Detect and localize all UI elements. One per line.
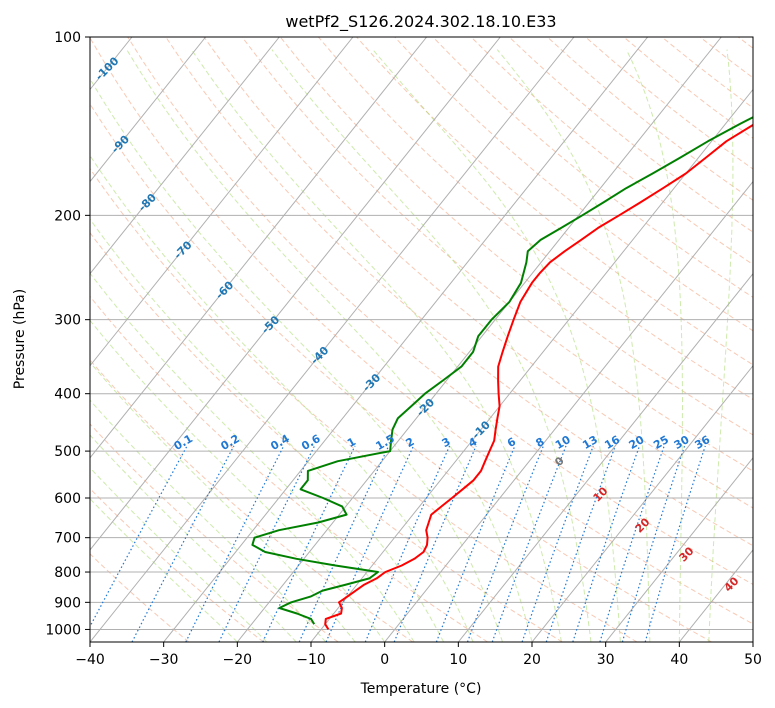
x-tick-label: −20	[223, 652, 253, 668]
dry-adiabat-line	[356, 37, 753, 366]
y-axis: 100 200 300 400 500 600 700 800 900 1000	[45, 30, 90, 638]
isotherm-line	[90, 37, 501, 551]
moist-adiabat-line	[271, 49, 592, 642]
isotherm-line	[457, 272, 753, 642]
x-tick-label: 20	[523, 652, 541, 668]
chart-title: wetPf2_S126.2024.302.18.10.E33	[285, 12, 556, 32]
isotherm-line	[90, 37, 280, 275]
moist-adiabat-line	[496, 49, 651, 642]
isotherm-line	[163, 37, 649, 642]
moist-adiabat-line	[625, 49, 683, 642]
isotherm-line	[605, 457, 753, 642]
y-tick-label: 700	[54, 531, 81, 547]
mixing-ratio-line	[466, 445, 544, 642]
dry-adiabat-line	[90, 423, 339, 642]
y-tick-label: 300	[54, 313, 81, 329]
moist-adiabat-line	[372, 49, 621, 642]
mixing-ratio-line	[621, 445, 686, 642]
moist-adiabat-line	[126, 49, 533, 642]
x-tick-label: 10	[449, 652, 467, 668]
mixing-ratio-line	[545, 445, 616, 642]
mixing-ratio-line	[325, 445, 414, 642]
mixing-ratio-line	[218, 445, 316, 642]
mixing-ratio-line	[521, 445, 594, 642]
mixing-ratio-line	[185, 445, 285, 642]
dry-adiabat-line	[432, 37, 753, 298]
mixing-ratio-line	[364, 445, 451, 642]
moist-adiabat-line	[90, 498, 238, 642]
x-axis: −40 −30 −20 −10 0 10 20 30 40 50	[75, 642, 762, 668]
dry-adiabat-line	[90, 37, 753, 625]
dry-adiabat-line	[90, 295, 488, 642]
moist-adiabat-line	[90, 434, 297, 642]
x-tick-label: 30	[597, 652, 615, 668]
y-tick-label: 600	[54, 491, 81, 507]
y-axis-label: Pressure (hPa)	[12, 289, 28, 389]
isotherm-line	[90, 37, 354, 367]
temperature-profile-line	[324, 123, 753, 630]
mixing-ratio-line	[572, 445, 641, 642]
x-axis-label: Temperature (°C)	[360, 681, 482, 697]
moist-adiabat-line	[90, 399, 327, 642]
moist-adiabat-line	[90, 467, 268, 642]
x-tick-label: −10	[296, 652, 326, 668]
plot-area	[90, 37, 753, 642]
dry-adiabat-line	[241, 37, 753, 472]
moist-adiabat-line	[90, 272, 415, 642]
isotherm-line	[236, 37, 722, 642]
dry-adiabat-line	[394, 37, 753, 332]
y-tick-label: 1000	[45, 622, 81, 638]
moist-adiabat-line	[90, 319, 386, 642]
y-tick-label: 900	[54, 595, 81, 611]
y-tick-label: 200	[54, 208, 81, 224]
y-tick-label: 500	[54, 444, 81, 460]
mixing-ratio-line	[599, 445, 665, 642]
x-tick-label: 50	[744, 652, 762, 668]
isotherm-line	[531, 364, 753, 642]
isotherm-line	[90, 37, 575, 642]
y-tick-label: 400	[54, 387, 81, 403]
x-tick-label: 40	[670, 652, 688, 668]
x-tick-label: 0	[380, 652, 389, 668]
mixing-ratio-line	[644, 445, 706, 642]
moist-adiabat-line	[90, 154, 474, 642]
moist-adiabat-line	[191, 49, 562, 642]
dry-adiabat-line	[90, 553, 190, 642]
plot-frame	[89, 36, 754, 643]
dry-adiabat-line	[279, 37, 753, 436]
isotherm-line	[90, 37, 207, 183]
x-tick-label: −40	[75, 652, 105, 668]
moist-adiabat-line	[90, 77, 503, 642]
moist-adiabat-line	[90, 361, 356, 642]
mixing-ratio-line	[491, 445, 567, 642]
y-tick-label: 100	[54, 30, 81, 46]
dry-adiabat-line	[90, 487, 264, 642]
moist-adiabat-line	[90, 218, 445, 642]
x-tick-label: −30	[149, 652, 179, 668]
moist-adiabat-line	[708, 49, 734, 642]
y-tick-label: 800	[54, 565, 81, 581]
dewpoint-profile-line	[251, 116, 753, 625]
isotherm-line	[90, 37, 428, 459]
isotherm-line	[384, 180, 753, 642]
dry-adiabat-line	[90, 167, 638, 642]
